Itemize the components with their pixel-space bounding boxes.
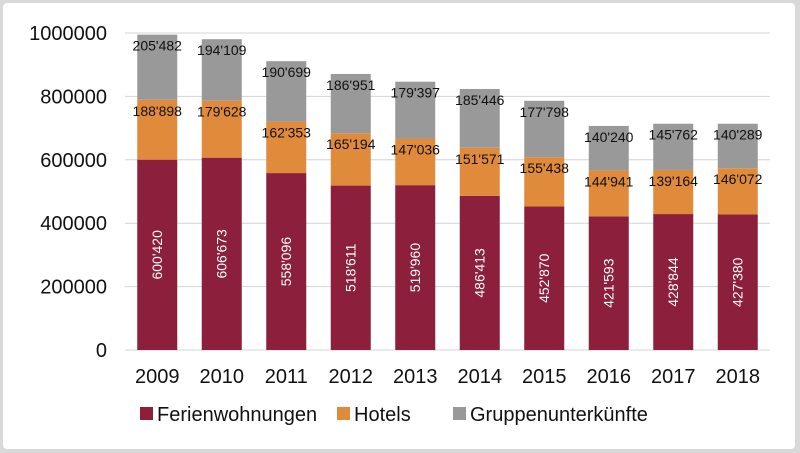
data-label: 155'438	[520, 160, 570, 176]
bar-segment-hotels-2013	[395, 138, 436, 186]
legend-label: Ferienwohnungen	[157, 404, 317, 426]
bar-segment-hotels-2015	[524, 157, 565, 207]
bar-segment-ferienwohnungen-2018	[717, 214, 758, 350]
x-tick-label: 2012	[329, 366, 374, 388]
data-label: 452'870	[536, 253, 552, 303]
data-label: 188'898	[133, 103, 183, 119]
data-label: 179'397	[391, 85, 441, 101]
data-label: 140'289	[713, 127, 763, 143]
bar-segment-hotels-2009	[137, 99, 178, 160]
x-tick-label: 2017	[651, 366, 696, 388]
data-label: 558'096	[278, 237, 294, 287]
data-label: 147'036	[391, 142, 441, 158]
bar-segment-ferienwohnungen-2016	[588, 216, 629, 350]
data-label: 600'420	[149, 230, 165, 280]
bar-segment-ferienwohnungen-2015	[524, 206, 565, 350]
x-tick-label: 2018	[716, 366, 761, 388]
bar-segment-gruppenunterkünfte-2014	[459, 88, 500, 148]
bar-segment-hotels-2018	[717, 168, 758, 215]
bar-segment-gruppenunterkünfte-2018	[717, 123, 758, 169]
bar-segment-gruppenunterkünfte-2010	[201, 39, 242, 101]
data-label: 179'628	[197, 104, 247, 120]
y-tick-label: 400000	[40, 213, 107, 235]
legend-label: Gruppenunterkünfte	[470, 404, 648, 426]
x-tick-label: 2015	[522, 366, 567, 388]
bar-segment-ferienwohnungen-2011	[266, 173, 307, 350]
data-label: 186'951	[326, 77, 376, 93]
y-tick-label: 1000000	[29, 23, 107, 45]
data-label: 151'571	[455, 151, 505, 167]
bar-segment-gruppenunterkünfte-2011	[266, 61, 307, 122]
data-label: 518'611	[343, 243, 359, 292]
x-tick-label: 2010	[200, 366, 245, 388]
y-tick-label: 0	[96, 340, 107, 362]
bar-segment-hotels-2014	[459, 147, 500, 196]
data-label: 144'941	[584, 173, 634, 189]
data-label: 190'699	[262, 64, 312, 80]
bar-segment-ferienwohnungen-2010	[201, 157, 242, 350]
bar-segment-hotels-2010	[201, 100, 242, 158]
bar-segment-ferienwohnungen-2017	[653, 214, 694, 350]
x-tick-label: 2016	[587, 366, 632, 388]
data-label: 145'762	[649, 127, 699, 143]
data-label: 194'109	[197, 42, 247, 58]
bar-segment-ferienwohnungen-2013	[395, 185, 436, 350]
data-label: 139'164	[649, 173, 699, 189]
data-label: 165'194	[326, 136, 376, 152]
bar-segment-gruppenunterkünfte-2016	[588, 125, 629, 171]
legend-label: Hotels	[354, 404, 411, 426]
legend-swatch-hotels	[337, 407, 350, 420]
y-tick-label: 600000	[40, 150, 107, 172]
data-label: 177'798	[520, 104, 570, 120]
data-label: 606'673	[214, 229, 230, 279]
x-tick-label: 2014	[458, 366, 503, 388]
x-tick-label: 2011	[265, 366, 308, 388]
data-label: 519'960	[407, 243, 423, 293]
bar-segment-hotels-2017	[653, 169, 694, 215]
data-label: 185'446	[455, 92, 505, 108]
data-label: 427'380	[730, 257, 746, 307]
bar-segment-gruppenunterkünfte-2012	[330, 73, 371, 134]
data-label: 162'353	[262, 125, 312, 141]
x-tick-label: 2013	[393, 366, 438, 388]
data-label: 421'593	[601, 258, 617, 308]
y-tick-label: 800000	[40, 86, 107, 108]
data-label: 205'482	[133, 38, 183, 54]
bar-segment-gruppenunterkünfte-2017	[653, 123, 694, 170]
bar-segment-hotels-2016	[588, 170, 629, 217]
data-label: 486'413	[472, 248, 488, 298]
bar-segment-ferienwohnungen-2012	[330, 185, 371, 350]
bar-segment-ferienwohnungen-2009	[137, 159, 178, 350]
bar-segment-hotels-2012	[330, 133, 371, 186]
legend-swatch-gruppenunterkünfte	[453, 407, 466, 420]
data-label: 140'240	[584, 129, 634, 145]
data-label: 146'072	[713, 171, 763, 187]
y-tick-label: 200000	[40, 277, 107, 299]
bar-segment-ferienwohnungen-2014	[459, 195, 500, 350]
legend-swatch-ferienwohnungen	[140, 407, 153, 420]
x-tick-label: 2009	[135, 366, 180, 388]
bar-segment-gruppenunterkünfte-2013	[395, 81, 436, 139]
data-label: 428'844	[665, 257, 681, 307]
bar-segment-gruppenunterkünfte-2009	[137, 34, 178, 100]
bar-segment-gruppenunterkünfte-2015	[524, 100, 565, 158]
bar-segment-hotels-2011	[266, 121, 307, 174]
